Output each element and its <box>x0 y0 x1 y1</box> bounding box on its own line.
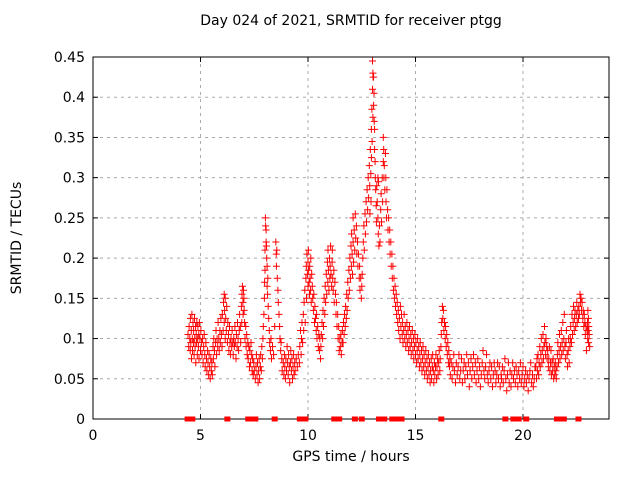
y-tick-label: 0.25 <box>54 211 85 227</box>
zero-marker-square <box>398 416 405 422</box>
zero-marker-square <box>394 416 401 422</box>
zero-marker-square <box>224 416 231 422</box>
zero-marker-square <box>560 416 567 422</box>
zero-marker-square <box>246 416 253 422</box>
scatter-points-plus <box>184 57 594 395</box>
x-tick-label: 20 <box>514 428 532 444</box>
y-tick-label: 0.05 <box>54 372 85 388</box>
y-tick-label: 0 <box>76 412 85 428</box>
x-tick-label: 10 <box>299 428 317 444</box>
zero-marker-square <box>510 416 517 422</box>
zero-marker-square <box>556 416 563 422</box>
zero-marker-square <box>381 416 388 422</box>
y-tick-label: 0.15 <box>54 291 85 307</box>
zero-marker-square <box>189 416 196 422</box>
zero-marker-square <box>271 416 278 422</box>
zero-marker-square <box>438 416 445 422</box>
chart-title: Day 024 of 2021, SRMTID for receiver ptg… <box>200 13 502 29</box>
y-tick-label: 0.2 <box>63 251 85 267</box>
y-tick-label: 0.45 <box>54 50 85 66</box>
x-axis-label: GPS time / hours <box>292 449 410 465</box>
plot-border <box>92 56 610 420</box>
zero-marker-square <box>302 416 309 422</box>
y-tick-label: 0.1 <box>63 332 85 348</box>
y-tick-label: 0.4 <box>63 90 85 106</box>
x-tick-label: 5 <box>196 428 205 444</box>
zero-marker-square <box>296 416 303 422</box>
zero-marker-square <box>391 416 398 422</box>
zero-marker-square <box>358 416 365 422</box>
zero-marker-square <box>351 416 358 422</box>
y-tick-label: 0.35 <box>54 130 85 146</box>
zero-marker-square <box>575 416 582 422</box>
y-tick-label: 0.3 <box>63 171 85 187</box>
zero-marker-square <box>523 416 530 422</box>
zero-marker-square <box>515 416 522 422</box>
x-tick-label: 15 <box>407 428 425 444</box>
zero-marker-square <box>502 416 509 422</box>
x-tick-label: 0 <box>89 428 98 444</box>
zero-marker-square <box>336 416 343 422</box>
zero-marker-square <box>252 416 259 422</box>
